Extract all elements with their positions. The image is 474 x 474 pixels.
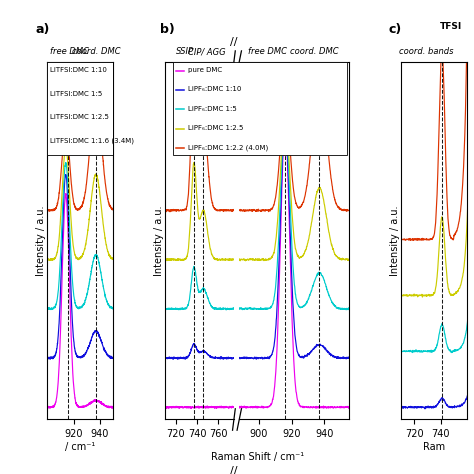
Text: c): c): [388, 23, 401, 36]
Text: coord. bands: coord. bands: [399, 47, 454, 56]
Y-axis label: Intensity / a.u.: Intensity / a.u.: [154, 205, 164, 276]
Text: LiTFSI:DMC 1:5: LiTFSI:DMC 1:5: [50, 91, 102, 97]
X-axis label: Ram: Ram: [423, 442, 445, 452]
Text: //: //: [230, 466, 237, 474]
FancyBboxPatch shape: [47, 62, 113, 155]
Y-axis label: Intensity / a.u.: Intensity / a.u.: [36, 205, 46, 276]
Text: LiPF₆:DMC 1:2.2 (4.0M): LiPF₆:DMC 1:2.2 (4.0M): [188, 144, 268, 151]
Text: SSIP: SSIP: [175, 47, 193, 56]
Text: pure DMC: pure DMC: [188, 67, 222, 73]
Text: LiPF₆:DMC 1:10: LiPF₆:DMC 1:10: [188, 86, 241, 92]
Text: CIP/ AGG: CIP/ AGG: [188, 47, 225, 56]
Y-axis label: Intensity / a.u.: Intensity / a.u.: [390, 205, 400, 276]
Text: LiTFSI:DMC 1:1.6 (3.4M): LiTFSI:DMC 1:1.6 (3.4M): [50, 138, 134, 145]
Text: free DMC: free DMC: [50, 47, 89, 56]
Text: a): a): [36, 23, 50, 36]
X-axis label: / cm⁻¹: / cm⁻¹: [65, 442, 95, 452]
Text: coord. DMC: coord. DMC: [72, 47, 120, 56]
Text: TFSI: TFSI: [439, 22, 462, 31]
Text: LiTFSI:DMC 1:2.5: LiTFSI:DMC 1:2.5: [50, 114, 109, 120]
Text: //: //: [230, 37, 237, 47]
Text: Raman Shift / cm⁻¹: Raman Shift / cm⁻¹: [210, 452, 304, 462]
Text: LiPF₆:DMC 1:2.5: LiPF₆:DMC 1:2.5: [188, 125, 243, 131]
Text: LiPF₆:DMC 1:5: LiPF₆:DMC 1:5: [188, 106, 237, 112]
Text: b): b): [160, 23, 174, 36]
Text: LiTFSI:DMC 1:10: LiTFSI:DMC 1:10: [50, 67, 107, 73]
Text: coord. DMC: coord. DMC: [290, 47, 338, 56]
Text: free DMC: free DMC: [248, 47, 287, 56]
FancyBboxPatch shape: [173, 62, 346, 155]
